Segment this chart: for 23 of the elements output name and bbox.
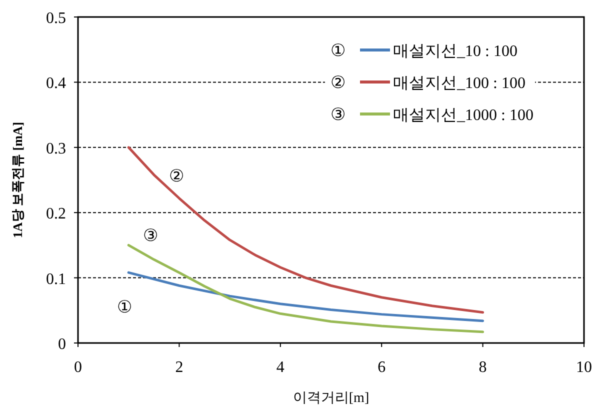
x-tick-label: 4 xyxy=(276,359,284,376)
x-axis-title: 이격거리[m] xyxy=(292,391,370,406)
annotation: ② xyxy=(330,73,346,92)
annotation: ③ xyxy=(143,226,158,246)
x-tick-label: 2 xyxy=(175,359,184,376)
annotation: ① xyxy=(117,298,132,317)
x-tick-label: 10 xyxy=(576,359,592,376)
y-axis-title: 1A당 보폭전류 [mA] xyxy=(10,122,25,238)
y-tick-label: 0 xyxy=(58,336,66,353)
y-tick-label: 0.1 xyxy=(46,270,66,288)
annotation: ② xyxy=(169,166,184,186)
x-tick-label: 8 xyxy=(478,359,487,376)
legend-label: 매설지선_100 : 100 xyxy=(393,75,526,92)
legend-label: 매설지선_10 : 100 xyxy=(393,43,518,60)
y-tick-label: 0.3 xyxy=(46,140,66,158)
x-tick-label: 6 xyxy=(378,359,386,376)
y-tick-label: 0.5 xyxy=(46,10,66,27)
y-tick-label: 0.2 xyxy=(46,206,66,223)
legend-label: 매설지선_1000 : 100 xyxy=(393,107,534,124)
y-tick-label: 0.4 xyxy=(46,75,66,92)
annotation: ③ xyxy=(330,105,346,124)
annotation: ① xyxy=(330,41,346,60)
x-tick-label: 0 xyxy=(74,359,82,376)
